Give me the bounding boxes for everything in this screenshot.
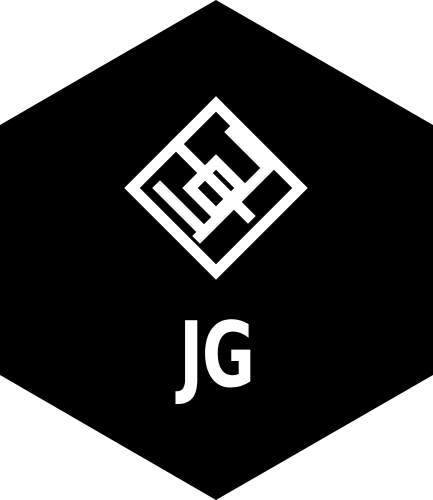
diamond-maze-icon — [124, 96, 308, 280]
monogram-text: JG — [179, 303, 255, 408]
